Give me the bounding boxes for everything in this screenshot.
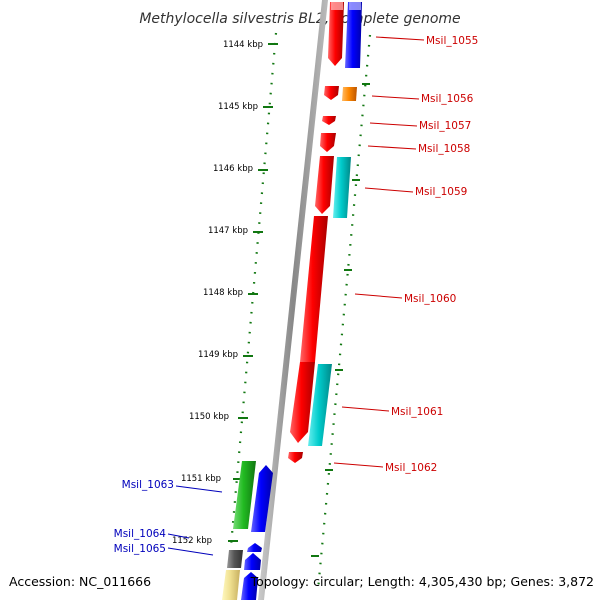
kbp-labels: 1144 kbp 1145 kbp 1146 kbp 1147 kbp 1148… <box>172 40 263 546</box>
gene-label-msil-1062[interactable]: Msil_1062 <box>385 462 437 474</box>
gene-arrow-blue <box>251 465 273 532</box>
gene-arrow-gray <box>227 550 243 568</box>
gene-arrow-cyan <box>333 157 351 218</box>
outer-tick-marks <box>311 83 370 557</box>
gene-label-msil-1063[interactable]: Msil_1063 <box>122 479 174 491</box>
gene-features <box>222 2 362 600</box>
accession-text: Accession: NC_011666 <box>9 574 151 589</box>
gene-arrow-red <box>328 2 344 66</box>
gene-arrow-blue <box>247 543 262 552</box>
gene-arrow-red <box>315 156 334 214</box>
gene-arrow-blue <box>241 572 258 600</box>
gene-arrow-red <box>324 86 339 100</box>
kbp-label: 1145 kbp <box>218 102 258 112</box>
genome-summary-text: Topology: circular; Length: 4,305,430 bp… <box>250 574 594 589</box>
kbp-label: 1146 kbp <box>213 164 253 174</box>
kbp-label: 1148 kbp <box>203 288 243 298</box>
kbp-label: 1147 kbp <box>208 226 248 236</box>
leader-lines <box>167 36 425 556</box>
gene-label-msil-1065[interactable]: Msil_1065 <box>114 543 166 555</box>
gene-arrow-blue <box>349 2 361 10</box>
gene-label-msil-1057[interactable]: Msil_1057 <box>419 120 471 132</box>
genome-backbone <box>258 0 328 600</box>
gene-arrow-orange <box>342 87 357 101</box>
gene-arrow-red <box>331 2 343 10</box>
gene-label-msil-1056[interactable]: Msil_1056 <box>421 93 474 105</box>
kbp-label: 1149 kbp <box>198 350 238 360</box>
gene-labels: Msil_1055 Msil_1056 Msil_1057 Msil_1058 … <box>114 35 479 555</box>
gene-arrow-blue <box>345 2 362 68</box>
gene-arrow-red <box>320 133 336 152</box>
kbp-label: 1150 kbp <box>189 412 229 422</box>
gene-label-msil-1060[interactable]: Msil_1060 <box>404 293 456 305</box>
gene-arrow-blue <box>244 553 261 570</box>
gene-arrow-green <box>233 461 256 529</box>
gene-label-msil-1058[interactable]: Msil_1058 <box>418 143 470 155</box>
inner-guide-dots <box>226 32 278 581</box>
gene-label-msil-1061[interactable]: Msil_1061 <box>391 406 443 418</box>
gene-arrow-red <box>322 116 336 125</box>
kbp-tick-marks <box>228 43 278 542</box>
gene-label-msil-1055[interactable]: Msil_1055 <box>426 35 478 47</box>
kbp-label: 1152 kbp <box>172 536 212 546</box>
gene-arrow-red <box>290 362 315 443</box>
gene-label-msil-1064[interactable]: Msil_1064 <box>114 528 167 540</box>
kbp-label: 1144 kbp <box>223 40 263 50</box>
gene-arrow-yellow <box>222 570 240 600</box>
gene-arrow-red <box>300 216 328 362</box>
gene-arrow-cyan <box>308 364 332 446</box>
gene-label-msil-1059[interactable]: Msil_1059 <box>415 186 467 198</box>
kbp-label: 1151 kbp <box>181 474 221 484</box>
genome-title: Methylocella silvestris BL2, complete ge… <box>139 11 460 27</box>
gene-arrow-red <box>288 452 303 463</box>
